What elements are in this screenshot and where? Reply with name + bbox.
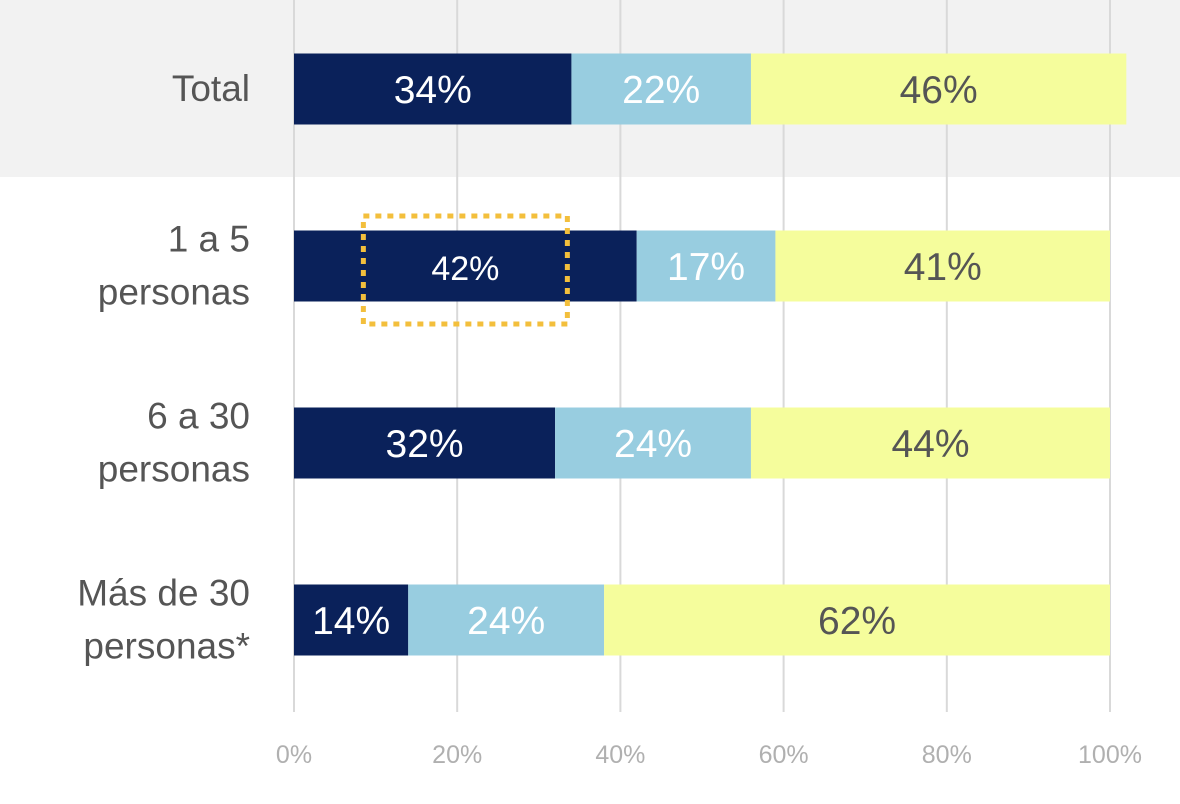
data-label-1-serie-2: 22%	[622, 69, 700, 112]
data-label-1-serie-1: 34%	[394, 69, 472, 112]
bar-segment-4-serie-1	[294, 584, 409, 656]
data-label-2-serie-1: 42%	[431, 250, 499, 288]
category-label-3-line-1: 6 a 30	[147, 396, 250, 437]
category-label-4-line-2: personas*	[83, 626, 250, 667]
category-labels: Total 1 a 5 personas 6 a 30 personas Más de 3…	[77, 68, 250, 667]
bar-segment-3-serie-1	[294, 407, 556, 479]
data-label-3-serie-3: 44%	[891, 423, 969, 466]
data-label-4-serie-3: 62%	[818, 600, 896, 643]
bar-segment-4-serie-2	[408, 584, 605, 656]
data-label-1-serie-3: 46%	[900, 69, 978, 112]
bars: 34% 22% 46% 42% 17% 41% 32% 24% 44% 14% 24% 62%	[294, 53, 1127, 656]
data-label-3-serie-1: 32%	[386, 423, 464, 466]
bar-segment-1-serie-1	[294, 53, 572, 125]
bar-segment-1-serie-3	[750, 53, 1127, 125]
bar-segment-1-serie-2	[571, 53, 751, 125]
x-tick-label-80: 80%	[922, 741, 972, 769]
x-axis-ticks: 0% 20% 40% 60% 80% 100%	[276, 741, 1142, 769]
x-tick-label-20: 20%	[432, 741, 482, 769]
category-label-2-line-1: 1 a 5	[168, 219, 250, 260]
category-label-3-line-2: personas	[98, 449, 250, 490]
x-tick-label-0: 0%	[276, 741, 312, 769]
x-tick-label-60: 60%	[759, 741, 809, 769]
bar-segment-2-serie-3	[775, 230, 1110, 302]
highlight-annotation-box	[360, 213, 570, 327]
category-label-1-line-1: Total	[172, 68, 250, 109]
data-label-4-serie-2: 24%	[467, 600, 545, 643]
bar-segment-3-serie-2	[555, 407, 751, 479]
data-label-2-serie-3: 41%	[904, 246, 982, 289]
bar-segment-4-serie-3	[604, 584, 1110, 656]
data-label-3-serie-2: 24%	[614, 423, 692, 466]
bar-segment-2-serie-2	[636, 230, 776, 302]
x-tick-label-40: 40%	[595, 741, 645, 769]
data-label-2-serie-2: 17%	[667, 246, 745, 289]
annotations	[360, 213, 570, 327]
category-label-4-line-1: Más de 30	[77, 573, 250, 614]
bar-segment-2-serie-1	[294, 230, 637, 302]
bar-segment-3-serie-3	[750, 407, 1110, 479]
data-label-4-serie-1: 14%	[312, 600, 390, 643]
category-label-2-line-2: personas	[98, 272, 250, 313]
x-tick-label-100: 100%	[1078, 741, 1142, 769]
